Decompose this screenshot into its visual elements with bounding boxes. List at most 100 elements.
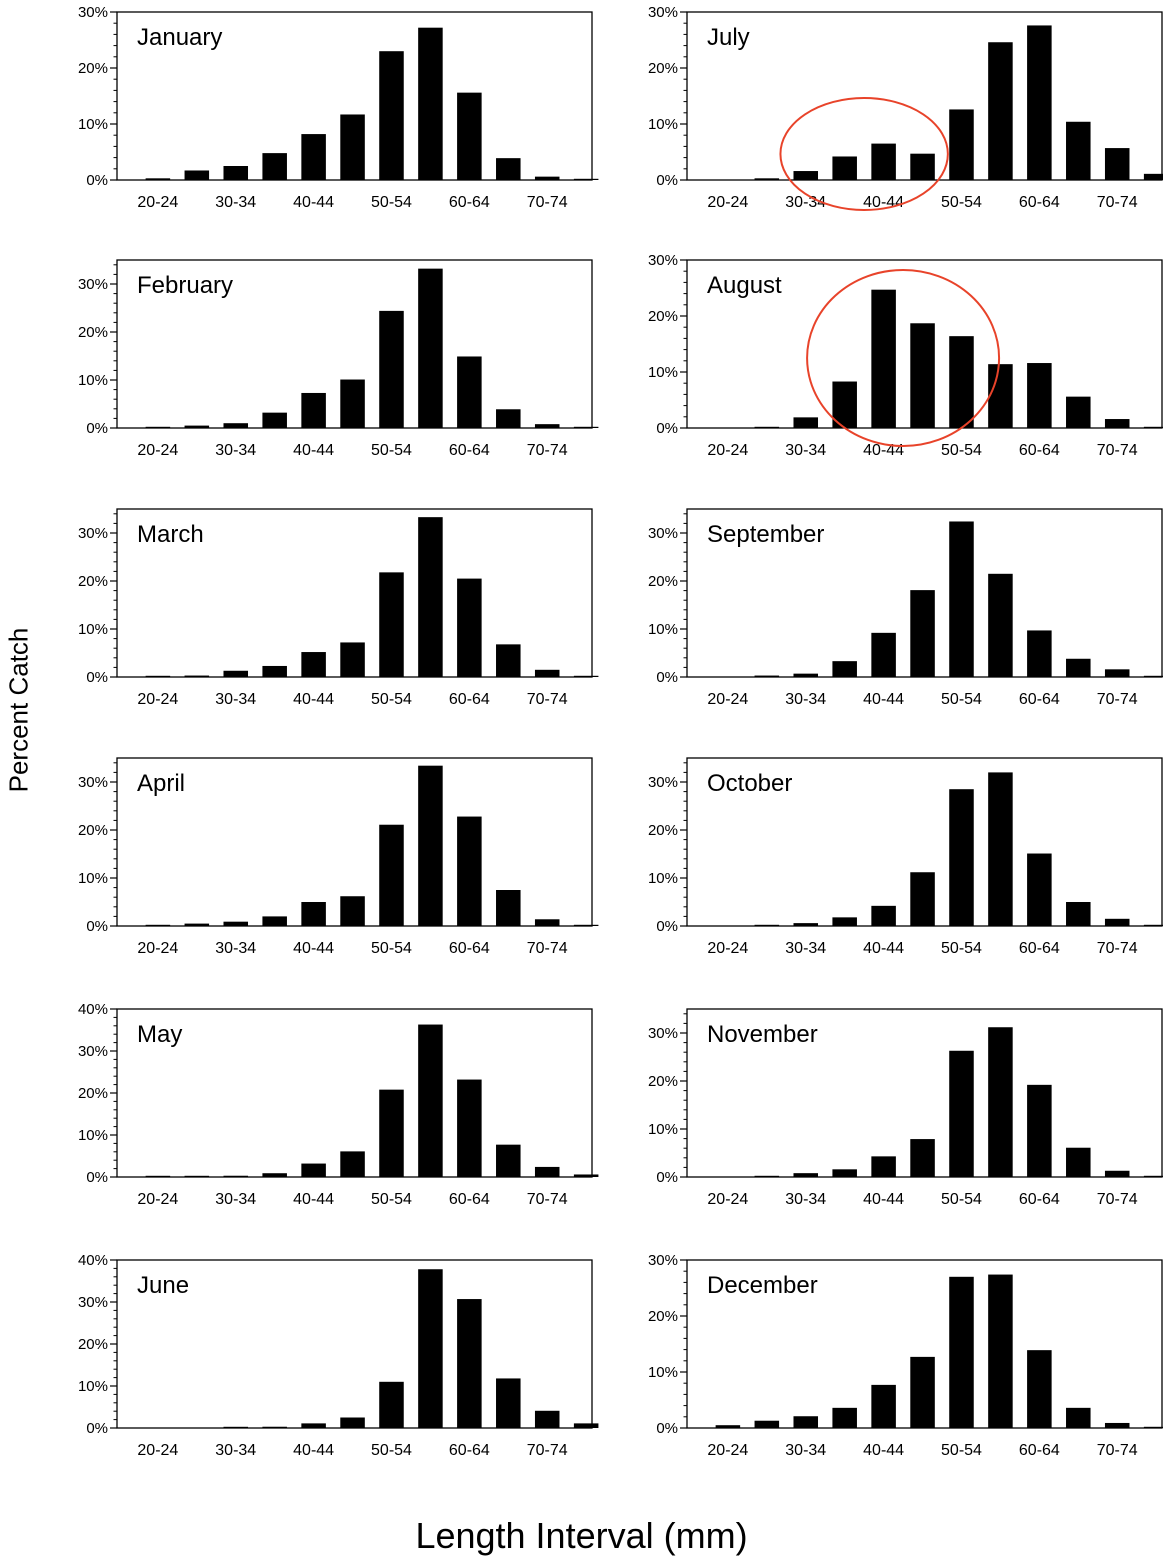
bar-40-44: [871, 143, 896, 180]
x-tick-label: 60-64: [1019, 940, 1060, 957]
y-tick-label: 0%: [656, 669, 678, 686]
x-tick-label: 20-24: [707, 194, 748, 211]
bar-75-79: [1143, 1175, 1163, 1177]
panel-title: July: [707, 24, 750, 51]
bar-25-29: [754, 178, 780, 180]
bar-70-74: [534, 1410, 560, 1428]
y-tick-label: 10%: [78, 1127, 108, 1144]
bar-30-34: [793, 417, 819, 428]
bar-25-29: [754, 1175, 780, 1177]
y-tick-label: 0%: [86, 1169, 108, 1186]
bar-40-44: [301, 134, 326, 180]
bar-25-29: [754, 426, 780, 428]
bar-30-34: [223, 921, 249, 926]
y-tick-label: 20%: [78, 60, 108, 77]
bar-20-24: [145, 1175, 171, 1177]
x-tick-label: 50-54: [941, 1442, 982, 1459]
y-tick-label: 10%: [78, 372, 108, 389]
bar-75-79: [573, 178, 599, 180]
y-tick-label: 30%: [78, 4, 108, 21]
panel-title: August: [707, 272, 782, 299]
bar-50-54: [379, 572, 404, 677]
panel-december: 0% 10% 20% 30% 20-24 30-34 40-44 50-54 60-64 70-7…: [648, 1252, 1163, 1459]
bar-75-79: [573, 1174, 599, 1177]
bar-70-74: [1104, 419, 1130, 428]
y-tick-label: 0%: [86, 1420, 108, 1437]
bar-65-69: [496, 1144, 521, 1177]
bar-30-34: [793, 171, 819, 180]
bar-45-49: [910, 590, 935, 677]
bar-70-74: [1104, 918, 1130, 926]
bar-55-59: [988, 1274, 1013, 1428]
bar-60-64: [457, 92, 482, 180]
x-tick-label: 60-64: [449, 194, 490, 211]
x-tick-label: 40-44: [293, 691, 334, 708]
bar-55-59: [418, 268, 443, 428]
bar-35-39: [262, 665, 287, 677]
bar-65-69: [496, 1378, 521, 1428]
y-tick-label: 30%: [78, 1043, 108, 1060]
bar-60-64: [1027, 1350, 1052, 1428]
bar-30-34: [223, 1426, 249, 1428]
bar-40-44: [301, 1423, 326, 1428]
y-tick-label: 30%: [648, 525, 678, 542]
x-tick-label: 50-54: [371, 442, 412, 459]
bar-35-39: [262, 153, 287, 180]
x-tick-label: 50-54: [941, 442, 982, 459]
bar-45-49: [910, 1356, 935, 1428]
x-tick-label: 30-34: [785, 940, 826, 957]
y-tick-label: 30%: [648, 1025, 678, 1042]
bar-35-39: [262, 1426, 287, 1428]
bar-60-64: [1027, 363, 1052, 428]
bar-35-39: [832, 1169, 857, 1177]
bar-40-44: [871, 1156, 896, 1177]
x-tick-label: 40-44: [863, 1442, 904, 1459]
bar-65-69: [496, 409, 521, 428]
bar-60-64: [457, 578, 482, 677]
x-axis-label: Length Interval (mm): [415, 1515, 748, 1556]
bar-25-29: [754, 1420, 780, 1428]
bar-50-54: [949, 521, 974, 677]
panel-title: November: [707, 1021, 818, 1048]
bar-50-54: [949, 1050, 974, 1177]
bar-25-29: [184, 170, 210, 180]
bar-50-54: [949, 789, 974, 926]
bar-70-74: [1104, 1422, 1130, 1428]
panel-march: 0% 10% 20% 30% 20-24 30-34 40-44 50-54 60-64 70-7…: [78, 508, 599, 708]
x-tick-label: 60-64: [1019, 691, 1060, 708]
bar-25-29: [184, 425, 210, 428]
bar-50-54: [379, 51, 404, 181]
y-tick-label: 0%: [656, 172, 678, 189]
panel-title: December: [707, 1272, 818, 1299]
bar-75-79: [1143, 173, 1163, 180]
bar-40-44: [301, 902, 326, 926]
x-tick-label: 40-44: [293, 1442, 334, 1459]
bar-75-79: [1143, 675, 1163, 677]
bar-65-69: [1066, 121, 1091, 180]
y-tick-label: 20%: [78, 822, 108, 839]
x-tick-label: 70-74: [1097, 1442, 1138, 1459]
bar-20-24: [145, 178, 171, 180]
panel-title: May: [137, 1021, 182, 1048]
bar-55-59: [418, 765, 443, 926]
bar-65-69: [496, 644, 521, 677]
bar-60-64: [1027, 1084, 1052, 1177]
y-axis-label: Percent Catch: [3, 627, 34, 793]
y-tick-label: 0%: [656, 918, 678, 935]
bar-30-34: [223, 1175, 249, 1177]
y-tick-label: 40%: [78, 1001, 108, 1018]
x-tick-label: 50-54: [371, 691, 412, 708]
bar-50-54: [949, 336, 974, 428]
panel-title: June: [137, 1272, 189, 1299]
y-tick-label: 10%: [78, 870, 108, 887]
bar-75-79: [573, 426, 599, 428]
bar-40-44: [301, 652, 326, 677]
bar-55-59: [988, 42, 1013, 180]
annotation-ellipse-july: [779, 97, 949, 211]
bar-55-59: [418, 27, 443, 181]
bar-65-69: [1066, 1407, 1091, 1428]
y-tick-label: 20%: [648, 308, 678, 325]
bar-75-79: [1143, 426, 1163, 428]
panel-title: April: [137, 770, 185, 797]
bar-35-39: [832, 156, 857, 180]
